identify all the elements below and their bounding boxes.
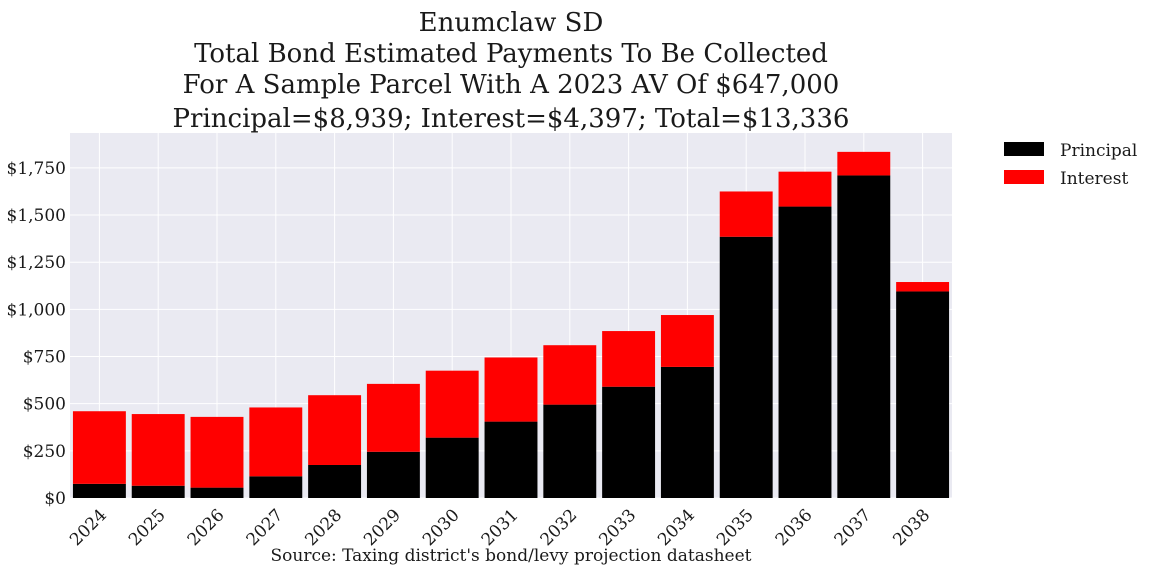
x-tick-label: 2029 [360, 505, 405, 550]
x-tick-label: 2034 [654, 505, 699, 550]
bar-principal-2037 [837, 175, 891, 498]
bar-interest-2030 [425, 370, 479, 438]
y-tick-label: $1,250 [7, 253, 66, 273]
legend-swatch-interest [1004, 170, 1044, 184]
bar-interest-2036 [778, 171, 832, 207]
x-tick-label: 2038 [889, 505, 934, 550]
chart-title-line-4: Principal=$8,939; Interest=$4,397; Total… [173, 104, 850, 134]
x-tick-label: 2028 [301, 505, 346, 550]
bar-interest-2033 [602, 331, 656, 387]
bar-principal-2033 [602, 386, 656, 498]
y-tick-label: $0 [44, 489, 66, 509]
bar-interest-2027 [249, 407, 303, 477]
x-tick-label: 2036 [772, 505, 817, 550]
x-tick-label: 2027 [243, 505, 288, 550]
bar-interest-2025 [131, 414, 185, 486]
legend-label-principal: Principal [1060, 141, 1137, 161]
x-tick-label: 2033 [595, 505, 640, 550]
y-tick-label: $500 [23, 395, 66, 415]
x-axis-label: Source: Taxing district's bond/levy proj… [270, 546, 751, 566]
x-tick-label: 2030 [419, 505, 464, 550]
bar-interest-2031 [484, 357, 538, 422]
x-tick-label: 2032 [537, 505, 582, 550]
bar-interest-2029 [366, 383, 420, 452]
bar-principal-2031 [484, 421, 538, 498]
x-tick-label: 2031 [478, 505, 523, 550]
y-tick-label: $1,500 [7, 206, 66, 226]
bar-interest-2038 [896, 282, 950, 292]
x-tick-label: 2035 [713, 505, 758, 550]
bar-interest-2026 [190, 416, 244, 488]
bar-principal-2028 [308, 464, 362, 498]
x-tick-label: 2025 [125, 505, 170, 550]
y-tick-label: $1,000 [7, 300, 66, 320]
bar-principal-2034 [660, 366, 714, 498]
legend-swatch-principal [1004, 142, 1044, 156]
legend-label-interest: Interest [1060, 169, 1128, 189]
bars [72, 151, 950, 498]
bar-principal-2038 [896, 291, 950, 498]
bar-principal-2032 [543, 404, 597, 498]
bar-principal-2035 [719, 236, 773, 498]
bar-principal-2030 [425, 437, 479, 498]
x-axis-ticks: 2024 2025 2026 2027 2028 2029 2030 2031 2032 2033… [66, 505, 934, 550]
bar-interest-2024 [72, 411, 126, 484]
bar-principal-2036 [778, 206, 832, 498]
bar-principal-2029 [366, 451, 420, 498]
bar-principal-2027 [249, 476, 303, 498]
bar-principal-2026 [190, 487, 244, 498]
x-tick-label: 2026 [184, 505, 229, 550]
y-tick-label: $750 [23, 348, 66, 368]
chart-title-line-2: Total Bond Estimated Payments To Be Coll… [194, 39, 828, 69]
y-tick-label: $1,750 [7, 159, 66, 179]
legend: Principal Interest [1004, 141, 1137, 189]
chart-title-line-3: For A Sample Parcel With A 2023 AV Of $6… [183, 70, 840, 100]
bar-interest-2032 [543, 345, 597, 405]
bar-principal-2024 [72, 483, 126, 498]
chart-title-line-1: Enumclaw SD [419, 8, 604, 38]
bar-interest-2035 [719, 191, 773, 237]
y-axis-ticks: $0 $250 $500 $750 $1,000 $1,250 $1,500 $1,750 [7, 159, 66, 509]
bar-interest-2037 [837, 151, 891, 176]
y-tick-label: $250 [23, 442, 66, 462]
bar-principal-2025 [131, 485, 185, 498]
bar-interest-2034 [660, 315, 714, 367]
bar-interest-2028 [308, 395, 362, 465]
x-tick-label: 2037 [831, 505, 876, 550]
x-tick-label: 2024 [66, 505, 111, 550]
